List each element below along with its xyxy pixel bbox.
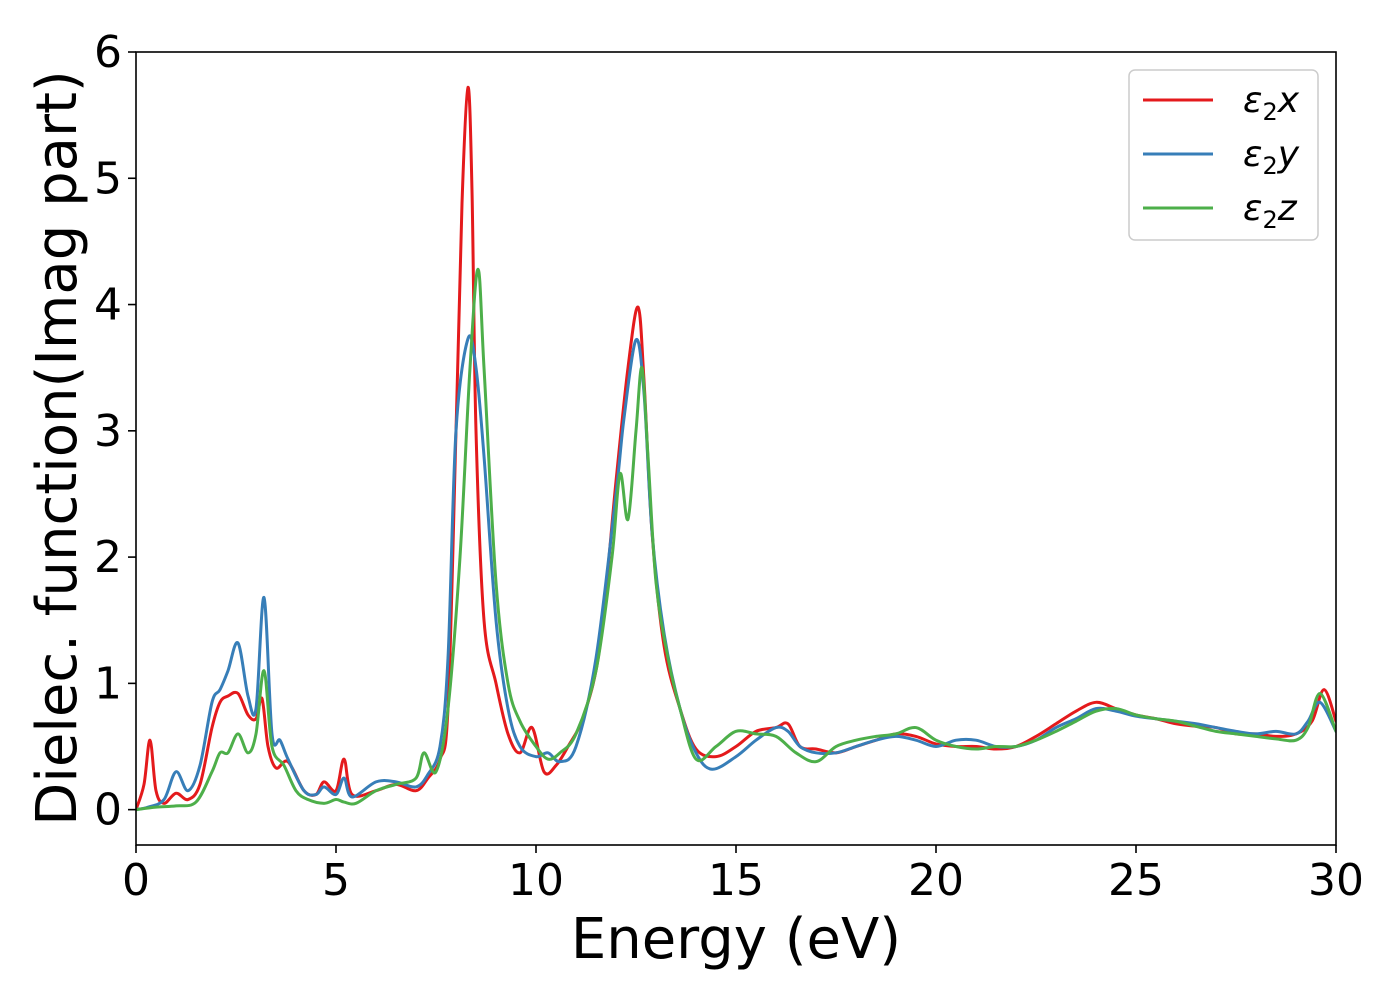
x-tick-label: 0 [122, 855, 150, 906]
x-tick-label: 20 [908, 855, 964, 906]
y-tick-label: 2 [94, 532, 122, 583]
legend-label: ε2z [1243, 188, 1298, 234]
y-tick-label: 4 [94, 280, 122, 331]
legend-label: ε2x [1243, 80, 1300, 126]
legend-entry-y: ε2y [1143, 134, 1300, 180]
x-axis: 0 5 10 15 20 25 30 [122, 845, 1364, 906]
series-layer [136, 85, 1336, 812]
series-line-y [136, 334, 1336, 812]
legend-entry-z: ε2z [1143, 188, 1298, 234]
y-axis: 0 1 2 3 4 5 6 [94, 27, 136, 836]
y-tick-label: 1 [94, 658, 122, 709]
y-tick-label: 6 [94, 27, 122, 78]
y-tick-label: 0 [94, 785, 122, 836]
x-tick-label: 25 [1108, 855, 1164, 906]
y-axis-label: Dielec. function(Imag part) [25, 70, 90, 826]
legend-entry-x: ε2x [1143, 80, 1300, 126]
series-line-z [136, 267, 1336, 812]
x-tick-label: 10 [508, 855, 564, 906]
legend-label: ε2y [1243, 134, 1300, 180]
legend: ε2x ε2y ε2z [1128, 69, 1319, 241]
x-tick-label: 15 [708, 855, 764, 906]
x-axis-label: Energy (eV) [571, 907, 901, 972]
legend-box [1128, 69, 1319, 241]
y-tick-label: 3 [94, 406, 122, 457]
x-tick-label: 5 [322, 855, 350, 906]
x-tick-label: 30 [1308, 855, 1364, 906]
y-tick-label: 5 [94, 153, 122, 204]
